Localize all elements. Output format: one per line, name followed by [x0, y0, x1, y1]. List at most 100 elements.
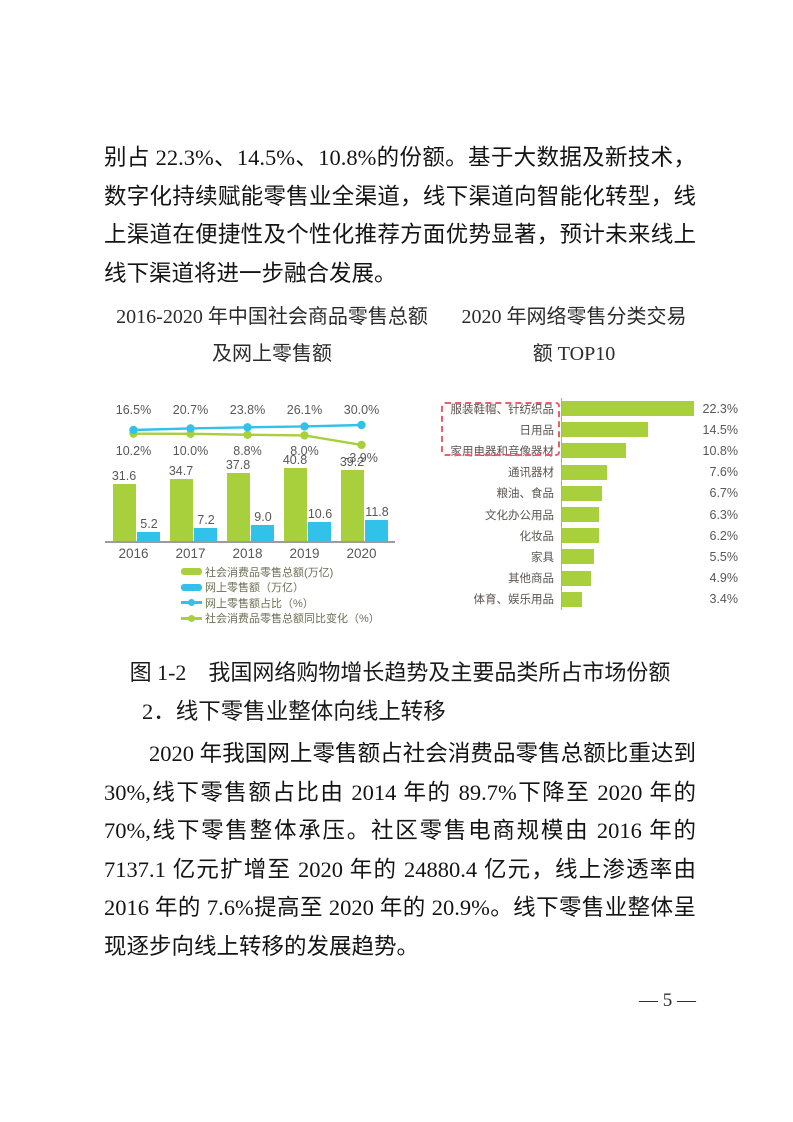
category-value: 6.2%: [709, 528, 739, 543]
online-retail-value: 5.2: [140, 516, 158, 531]
legend-bar-swatch: [181, 583, 202, 591]
section-heading: 2．线下零售业整体向线上转移: [142, 699, 446, 724]
online-share-label: 23.8%: [229, 403, 266, 417]
category-value: 14.5%: [702, 422, 738, 437]
online-retail-bar: [251, 524, 274, 541]
online-retail-value: 9.0: [254, 509, 272, 524]
year-label: 2020: [346, 546, 377, 561]
legend-swatch-line-icon: [181, 598, 202, 607]
category-value: 6.7%: [709, 486, 739, 501]
category-label: 粮油、食品: [496, 488, 555, 501]
total-retail-value: 40.8: [282, 452, 308, 467]
category-bar: [562, 485, 602, 501]
category-row: 家用电器和音像器材 10.8%: [438, 440, 738, 462]
online-retail-bar: [308, 521, 331, 541]
category-bar-track: [561, 588, 703, 610]
total-retail-value: 31.6: [111, 469, 137, 484]
legend-label: 社会消费品零售总额(万亿): [205, 566, 334, 579]
category-bar-track: [561, 482, 703, 504]
retail-trend-combo-chart: 16.5% 20.7% 23.8% 26.1% 30.0% 10.2% 10.0% 8.8%…: [105, 398, 403, 630]
online-retail-bar: [194, 528, 217, 541]
legend-label: 网上零售额占比（%）: [205, 597, 314, 610]
category-label: 文化办公用品: [485, 509, 554, 522]
paragraph-top: 别占 22.3%、14.5%、10.8%的份额。基于大数据及新技术，数字化持续赋…: [104, 145, 696, 286]
yoy-change-label: 8.0%: [290, 444, 319, 458]
legend-swatch-bar-icon: [181, 583, 202, 592]
category-value: 10.8%: [702, 443, 738, 458]
category-bar: [562, 464, 607, 480]
online-retail-bar: [365, 519, 388, 541]
online-retail-value: 7.2: [197, 513, 215, 528]
category-bar: [562, 401, 694, 417]
category-row: 家具 5.5%: [438, 546, 739, 568]
total-retail-bar: [227, 472, 250, 541]
category-bar-track: [561, 440, 696, 462]
category-row: 粮油、食品 6.7%: [438, 482, 739, 504]
trend-point: [300, 422, 309, 431]
bar-group: 40.8 10.6: [276, 453, 333, 541]
category-row: 通讯器材 7.6%: [438, 461, 739, 483]
category-bar-track: [561, 503, 703, 526]
online-retail-bar: [137, 531, 160, 541]
yoy-change-labels-row: 10.2% 10.0% 8.8% 8.0% -3.9%: [105, 444, 390, 465]
category-value: 7.6%: [709, 465, 739, 480]
category-row: 体育、娱乐用品 3.4%: [438, 588, 738, 610]
right-chart-title-line2: 额 TOP10: [532, 343, 616, 365]
paragraph-body: 2020 年我国网上零售额占社会消费品零售总额比重达到30%,线下零售额占比由 …: [104, 741, 696, 959]
category-bar-track: [561, 419, 696, 441]
online-share-label: 20.7%: [172, 403, 209, 417]
legend-label: 社会消费品零售总额同比变化（%）: [205, 613, 380, 626]
category-row: 化妆品 6.2%: [438, 525, 739, 547]
category-bar-track: [561, 461, 703, 483]
legend-item: 网上零售额（万亿）: [181, 580, 380, 596]
bar-groups: 31.6 5.2 34.7 7.2 37.8 9.0 40.8 10.6 39.2 11.8: [105, 453, 390, 541]
trend-point: [129, 425, 138, 435]
legend-dot-swatch: [188, 614, 195, 622]
trend-point: [186, 424, 195, 433]
trend-point: [357, 440, 366, 450]
category-label: 家用电器和音像器材: [450, 445, 555, 458]
left-chart-title-line2: 及网上零售额: [212, 343, 332, 365]
trend-point: [300, 431, 309, 440]
page-number: — 5 —: [639, 990, 696, 1011]
year-label: 2018: [232, 546, 263, 561]
category-bar: [562, 443, 626, 459]
category-label: 化妆品: [519, 530, 555, 543]
total-retail-bar: [170, 478, 193, 541]
legend-item: 网上零售额占比（%）: [181, 595, 380, 611]
yoy-change-label: 10.2%: [115, 444, 152, 458]
yoy-change-label: 8.8%: [233, 444, 262, 458]
trend-lines: [129, 420, 366, 450]
legend-dot-swatch: [188, 599, 195, 607]
total-retail-bar: [284, 467, 307, 541]
category-bar: [562, 570, 591, 586]
year-label: 2017: [175, 546, 206, 561]
category-value: 6.3%: [709, 507, 739, 522]
online-retail-value: 11.8: [365, 504, 389, 519]
x-axis-line: [105, 541, 395, 543]
total-retail-value: 34.7: [168, 463, 194, 478]
left-chart-title: 2016-2020 年中国社会商品零售总额 及网上零售额: [100, 299, 444, 373]
trend-point: [357, 420, 366, 430]
bar-group: 31.6 5.2: [105, 464, 162, 541]
right-chart-title: 2020 年网络零售分类交易 额 TOP10: [450, 299, 698, 373]
category-label: 服装鞋帽、针纺织品: [450, 403, 555, 416]
legend-item: 社会消费品零售总额(万亿): [181, 564, 380, 580]
category-row: 服装鞋帽、针纺织品 22.3%: [438, 398, 738, 420]
legend-bar-swatch: [181, 568, 202, 576]
total-retail-bar: [113, 484, 136, 541]
chart-legend: 社会消费品零售总额(万亿) 网上零售额（万亿） 网上零售额占比（%） 社会消费品零售总…: [181, 564, 380, 626]
total-retail-value: 37.8: [225, 457, 251, 472]
legend-swatch-bar-icon: [181, 567, 202, 576]
category-label: 体育、娱乐用品: [473, 594, 555, 607]
year-label: 2019: [289, 546, 320, 561]
online-retail-value: 10.6: [307, 506, 333, 521]
category-bar-track: [561, 525, 703, 547]
legend-swatch-line-icon: [181, 614, 202, 623]
category-value: 5.5%: [709, 549, 739, 564]
category-bar: [562, 507, 600, 523]
total-retail-bar: [341, 470, 364, 541]
left-chart-title-line1: 2016-2020 年中国社会商品零售总额: [116, 306, 428, 328]
bar-group: 34.7 7.2: [162, 464, 219, 541]
